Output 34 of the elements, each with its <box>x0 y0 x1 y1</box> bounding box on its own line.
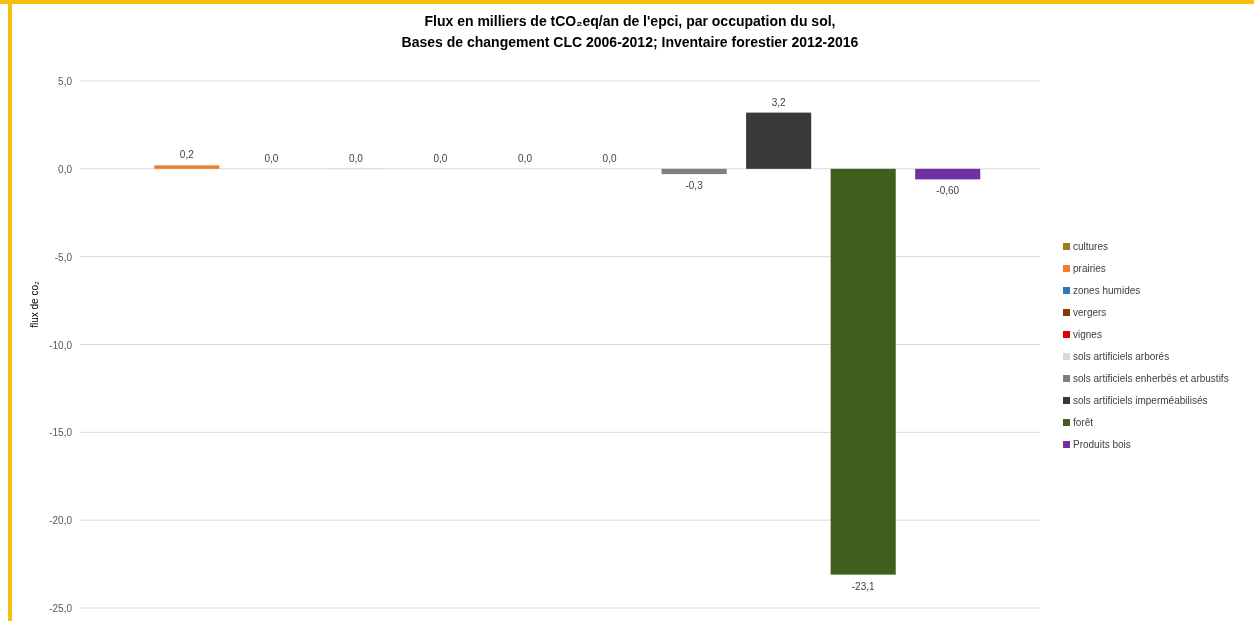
y-tick-label: 0,0 <box>58 163 73 175</box>
data-label: -0,60 <box>936 185 960 197</box>
bar <box>154 165 220 169</box>
data-label: 3,2 <box>771 96 787 108</box>
data-label: -23,1 <box>851 580 876 592</box>
y-tick-label: -15,0 <box>49 427 73 439</box>
y-tick-label: -10,0 <box>49 339 73 351</box>
bar <box>746 112 812 169</box>
legend-label: vergers <box>1073 307 1107 318</box>
chart-title: Flux en milliers de tCO₂eq/an de l'epci, par occupation du sol, Bases de changement CLC 2006-2012; Inventaire forestier 2012-2016 <box>401 13 859 50</box>
y-tick-label: -20,0 <box>49 515 73 527</box>
data-label: 0,0 <box>602 152 617 164</box>
y-tick-label: 5,0 <box>58 76 73 87</box>
legend-label: sols artificiels imperméabilisés <box>1073 395 1208 406</box>
bar <box>915 168 981 180</box>
data-label: 0,0 <box>518 152 533 164</box>
data-label: 0,2 <box>179 149 195 161</box>
legend-label: forêt <box>1073 417 1094 428</box>
y-tick-label: -25,0 <box>49 603 73 614</box>
y-axis-title: flux de co₂ <box>29 281 40 328</box>
legend-label: vignes <box>1073 329 1102 340</box>
y-tick-label: -5,0 <box>54 251 73 263</box>
data-label: 0,0 <box>433 152 448 164</box>
legend-label: cultures <box>1073 241 1109 252</box>
bar <box>830 168 896 575</box>
legend-label: prairies <box>1073 263 1106 274</box>
legend-label: sols artificiels arborés <box>1073 351 1170 362</box>
bar <box>661 168 727 175</box>
legend-label: Produits bois <box>1073 439 1131 450</box>
data-label: 0,0 <box>348 152 364 164</box>
legend-label: zones humides <box>1073 285 1141 296</box>
legend-label: sols artificiels enherbés et arbustifs <box>1073 373 1229 384</box>
data-label: 0,0 <box>264 152 279 164</box>
data-label: -0,3 <box>685 180 704 192</box>
